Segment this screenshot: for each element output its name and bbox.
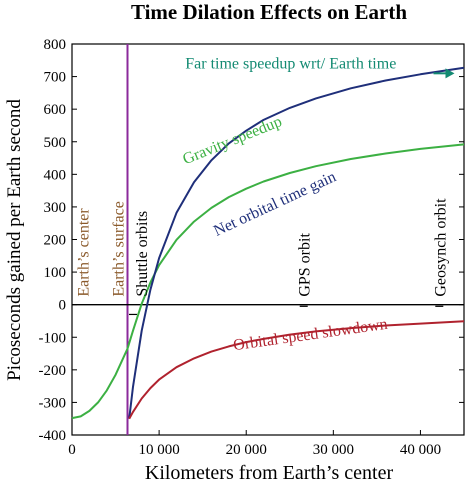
vertical-annotation: Shuttle orbits	[134, 211, 151, 297]
y-tick-label: 400	[44, 167, 67, 183]
y-tick-label: 300	[44, 200, 67, 216]
series-line-2	[128, 320, 465, 420]
plot-area: 800 700 600 500 400 300 200 100 0 -100 -200 -300 -40…	[39, 37, 465, 458]
speedup-arrow-head	[445, 68, 455, 79]
x-tick-label: 30 000	[313, 442, 354, 458]
curve-annotation-1: Gravity speedup	[180, 113, 284, 168]
y-tick-label: -300	[39, 395, 67, 411]
curve-annotation-0: Far time speedup wrt/ Earth time	[185, 55, 396, 72]
x-tick-label: 20 000	[226, 442, 267, 458]
vertical-annotation: Earth’s center	[75, 208, 92, 297]
series-line-0	[71, 143, 465, 420]
y-tick-label: 600	[44, 102, 67, 118]
vertical-annotation: GPS orbit	[297, 233, 314, 297]
chart-title: Time Dilation Effects on Earth	[131, 0, 407, 24]
y-tick-label: 700	[44, 70, 67, 86]
y-tick-label: -200	[39, 363, 67, 379]
x-tick-label: 10 000	[138, 442, 179, 458]
x-tick-label: 0	[68, 442, 76, 458]
y-tick-label: 800	[44, 37, 67, 53]
y-tick-label: 0	[59, 298, 67, 314]
vertical-annotation: Geosynch orbit	[432, 198, 449, 297]
y-axis-label: Picoseconds gained per Earth second	[4, 99, 25, 381]
x-axis-label: Kilometers from Earth’s center	[145, 462, 394, 484]
plot-frame	[71, 43, 465, 436]
y-tick-label: -400	[39, 428, 67, 444]
y-tick-label: 200	[44, 233, 67, 249]
vertical-annotation: Earth’s surface	[110, 201, 127, 297]
y-tick-label: -100	[39, 330, 67, 346]
x-tick-label: 40 000	[400, 442, 441, 458]
series-line-1	[128, 66, 465, 419]
y-tick-label: 500	[44, 135, 67, 151]
curve-annotation-2: Net orbital time gain	[211, 168, 339, 240]
curve-annotation-3: Orbital speed slowdown	[232, 316, 388, 354]
y-tick-label: 100	[44, 265, 67, 281]
